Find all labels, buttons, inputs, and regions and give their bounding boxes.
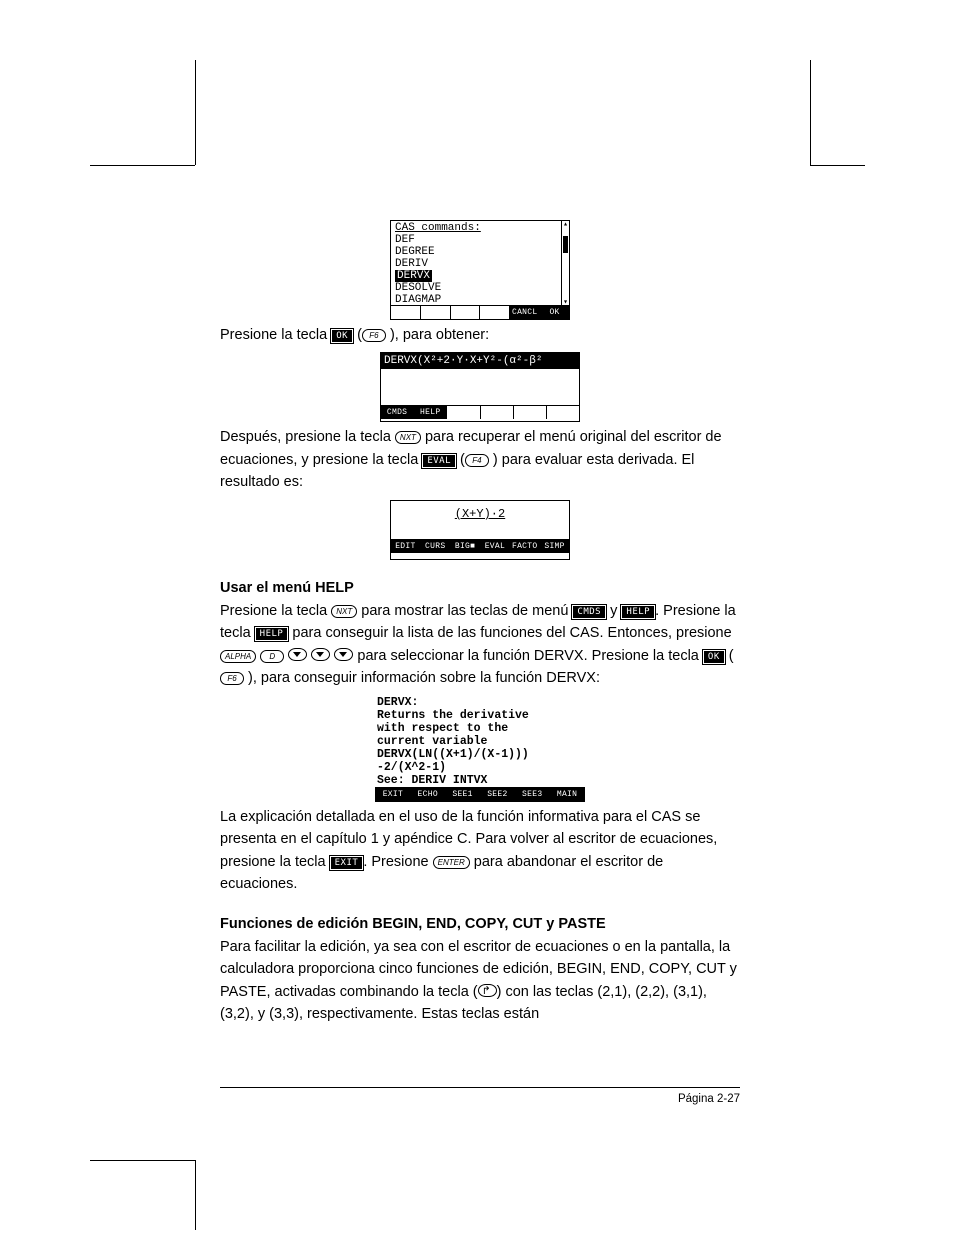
softkey-help: HELP [621, 605, 655, 619]
key-f6: F6 [362, 329, 386, 342]
down-arrow-key [288, 648, 307, 661]
text: Después, presione la tecla [220, 429, 391, 445]
down-arrow-key [311, 648, 330, 661]
calc-screenshot-cas-list: CAS commands:DEFDEGREEDERIVDERVXDESOLVED… [390, 220, 570, 320]
page-number: Página 2-27 [678, 1093, 740, 1105]
softkey-cmds: CMDS [572, 605, 606, 619]
equation-line: DERVX(X²+2·Y·X+Y²-(α²-β² [381, 353, 579, 369]
paragraph-3: Presione la tecla NXT para mostrar las t… [220, 600, 740, 690]
key-nxt: NXT [395, 431, 421, 444]
paragraph-1: Presione la tecla OK (F6 ), para obtener… [220, 324, 740, 346]
footer-rule [220, 1087, 740, 1088]
text: para mostrar las teclas de menú [361, 603, 568, 619]
paragraph-2: Después, presione la tecla NXT para recu… [220, 426, 740, 493]
key-nxt: NXT [331, 605, 357, 618]
calc-screenshot-dervx-expr: DERVX(X²+2·Y·X+Y²-(α²-β² CMDSHELP [380, 352, 580, 422]
text: Presione la tecla [220, 327, 327, 343]
paragraph-5: Para facilitar la edición, ya sea con el… [220, 936, 740, 1026]
key-d: D [260, 650, 284, 663]
heading-help-menu: Usar el menú HELP [220, 580, 740, 596]
softkey-eval: EVAL [422, 454, 456, 468]
paragraph-4: La explicación detallada en el uso de la… [220, 806, 740, 896]
equation-result: (X+Y)·2 [391, 501, 569, 527]
down-arrow-key [334, 648, 353, 661]
right-shift-key [478, 984, 497, 997]
text: para conseguir la lista de las funciones… [292, 625, 731, 641]
calc-screenshot-result: (X+Y)·2 EDITCURSBIG■EVALFACTOSIMP [390, 500, 570, 560]
heading-edit-functions: Funciones de edición BEGIN, END, COPY, C… [220, 916, 740, 932]
text: para seleccionar la función DERVX. Presi… [357, 648, 698, 664]
key-f6: F6 [220, 672, 244, 685]
text: Presione la tecla [220, 603, 327, 619]
key-f4: F4 [465, 454, 489, 467]
page-content: CAS commands:DEFDEGREEDERIVDERVXDESOLVED… [220, 220, 740, 1032]
text: ), para obtener: [390, 327, 489, 343]
softkey-ok: OK [331, 329, 353, 343]
softkey-exit: EXIT [330, 856, 364, 870]
calc-screenshot-help-dervx: DERVX:Returns the derivativewith respect… [375, 696, 585, 802]
text: . Presione [363, 854, 428, 870]
text: y [610, 603, 617, 619]
softkey-ok: OK [703, 650, 725, 664]
text: ), para conseguir información sobre la f… [248, 670, 600, 686]
key-alpha: ALPHA [220, 650, 256, 663]
softkey-help: HELP [255, 627, 289, 641]
key-enter: ENTER [433, 856, 470, 869]
